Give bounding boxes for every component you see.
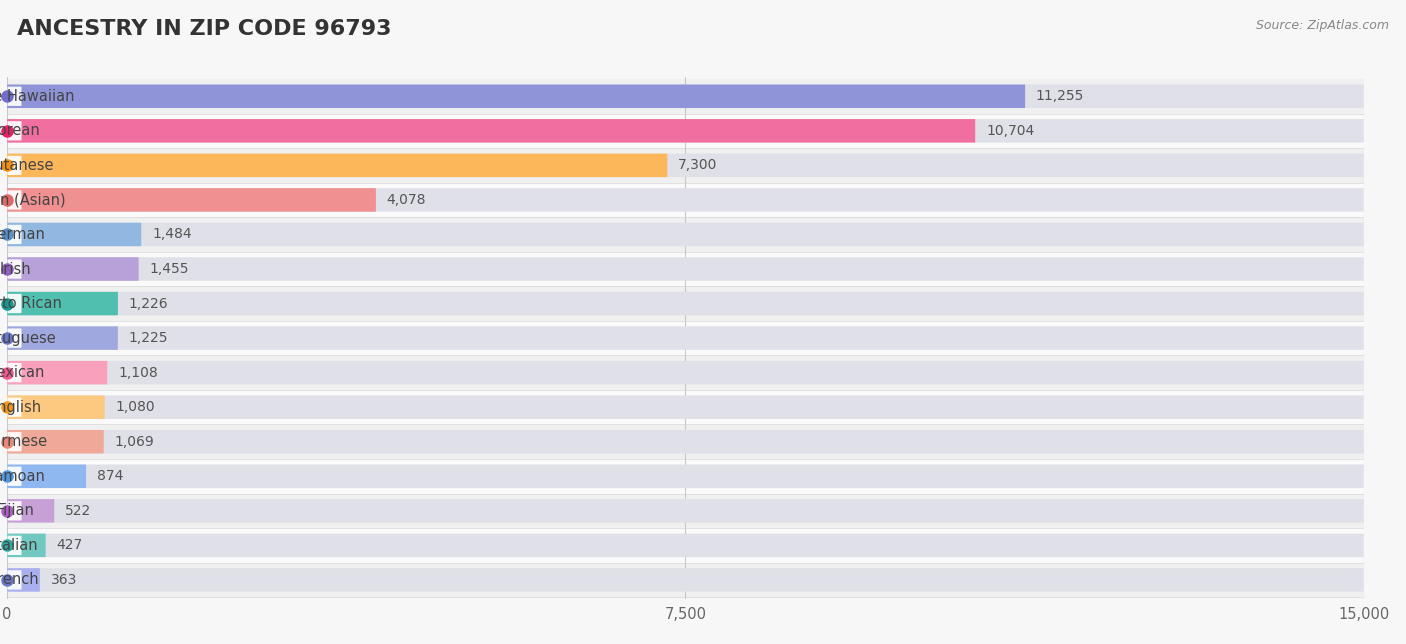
FancyBboxPatch shape [7, 534, 45, 557]
FancyBboxPatch shape [7, 217, 1364, 252]
FancyBboxPatch shape [7, 121, 21, 140]
FancyBboxPatch shape [7, 190, 21, 209]
Text: 10,704: 10,704 [986, 124, 1035, 138]
FancyBboxPatch shape [7, 395, 1364, 419]
Text: 7,300: 7,300 [678, 158, 717, 173]
FancyBboxPatch shape [7, 183, 1364, 217]
FancyBboxPatch shape [7, 464, 86, 488]
FancyBboxPatch shape [7, 84, 1025, 108]
Text: Korean: Korean [0, 123, 41, 138]
Text: Samoan: Samoan [0, 469, 45, 484]
FancyBboxPatch shape [7, 459, 1364, 493]
FancyBboxPatch shape [7, 430, 1364, 453]
FancyBboxPatch shape [7, 223, 141, 246]
Text: German: German [0, 227, 45, 242]
FancyBboxPatch shape [7, 499, 1364, 522]
FancyBboxPatch shape [7, 154, 668, 177]
FancyBboxPatch shape [7, 467, 21, 486]
Text: 1,069: 1,069 [114, 435, 155, 449]
Text: 4,078: 4,078 [387, 193, 426, 207]
Text: Bhutanese: Bhutanese [0, 158, 55, 173]
FancyBboxPatch shape [7, 397, 21, 417]
Text: Source: ZipAtlas.com: Source: ZipAtlas.com [1256, 19, 1389, 32]
Text: 1,225: 1,225 [129, 331, 169, 345]
FancyBboxPatch shape [7, 294, 21, 313]
Text: Italian: Italian [0, 538, 38, 553]
FancyBboxPatch shape [7, 154, 1364, 177]
Text: 1,484: 1,484 [152, 227, 191, 242]
FancyBboxPatch shape [7, 156, 21, 175]
FancyBboxPatch shape [7, 113, 1364, 148]
Text: 1,455: 1,455 [149, 262, 188, 276]
FancyBboxPatch shape [7, 79, 1364, 113]
FancyBboxPatch shape [7, 292, 1364, 316]
Text: Irish: Irish [0, 261, 31, 276]
Text: 1,080: 1,080 [115, 400, 155, 414]
FancyBboxPatch shape [7, 327, 1364, 350]
Text: 11,255: 11,255 [1036, 90, 1084, 103]
Text: Indian (Asian): Indian (Asian) [0, 193, 66, 207]
Text: Puerto Rican: Puerto Rican [0, 296, 62, 311]
FancyBboxPatch shape [7, 493, 1364, 528]
FancyBboxPatch shape [7, 395, 104, 419]
Text: 363: 363 [51, 573, 77, 587]
FancyBboxPatch shape [7, 536, 21, 555]
Text: 522: 522 [65, 504, 91, 518]
FancyBboxPatch shape [7, 355, 1364, 390]
FancyBboxPatch shape [7, 287, 1364, 321]
Text: English: English [0, 400, 42, 415]
FancyBboxPatch shape [7, 87, 21, 106]
FancyBboxPatch shape [7, 223, 1364, 246]
FancyBboxPatch shape [7, 188, 1364, 212]
FancyBboxPatch shape [7, 534, 1364, 557]
Text: Burmese: Burmese [0, 434, 48, 450]
Text: Mexican: Mexican [0, 365, 45, 380]
FancyBboxPatch shape [7, 188, 375, 212]
FancyBboxPatch shape [7, 119, 1364, 142]
FancyBboxPatch shape [7, 568, 39, 592]
FancyBboxPatch shape [7, 563, 1364, 597]
Text: Fijian: Fijian [0, 504, 34, 518]
FancyBboxPatch shape [7, 501, 21, 520]
FancyBboxPatch shape [7, 361, 1364, 384]
FancyBboxPatch shape [7, 84, 1364, 108]
FancyBboxPatch shape [7, 148, 1364, 183]
FancyBboxPatch shape [7, 119, 976, 142]
Text: 1,108: 1,108 [118, 366, 157, 380]
FancyBboxPatch shape [7, 257, 1364, 281]
Text: 874: 874 [97, 469, 124, 483]
FancyBboxPatch shape [7, 257, 139, 281]
FancyBboxPatch shape [7, 571, 21, 589]
FancyBboxPatch shape [7, 321, 1364, 355]
FancyBboxPatch shape [7, 292, 118, 316]
FancyBboxPatch shape [7, 225, 21, 244]
FancyBboxPatch shape [7, 464, 1364, 488]
FancyBboxPatch shape [7, 260, 21, 279]
Text: Portuguese: Portuguese [0, 330, 56, 346]
FancyBboxPatch shape [7, 390, 1364, 424]
FancyBboxPatch shape [7, 252, 1364, 287]
FancyBboxPatch shape [7, 432, 21, 451]
Text: 1,226: 1,226 [129, 296, 169, 310]
FancyBboxPatch shape [7, 528, 1364, 563]
FancyBboxPatch shape [7, 327, 118, 350]
FancyBboxPatch shape [7, 424, 1364, 459]
Text: 427: 427 [56, 538, 83, 553]
Text: ANCESTRY IN ZIP CODE 96793: ANCESTRY IN ZIP CODE 96793 [17, 19, 391, 39]
Text: French: French [0, 573, 39, 587]
FancyBboxPatch shape [7, 430, 104, 453]
FancyBboxPatch shape [7, 363, 21, 383]
FancyBboxPatch shape [7, 499, 55, 522]
FancyBboxPatch shape [7, 328, 21, 348]
FancyBboxPatch shape [7, 568, 1364, 592]
Text: Native Hawaiian: Native Hawaiian [0, 89, 75, 104]
FancyBboxPatch shape [7, 361, 107, 384]
